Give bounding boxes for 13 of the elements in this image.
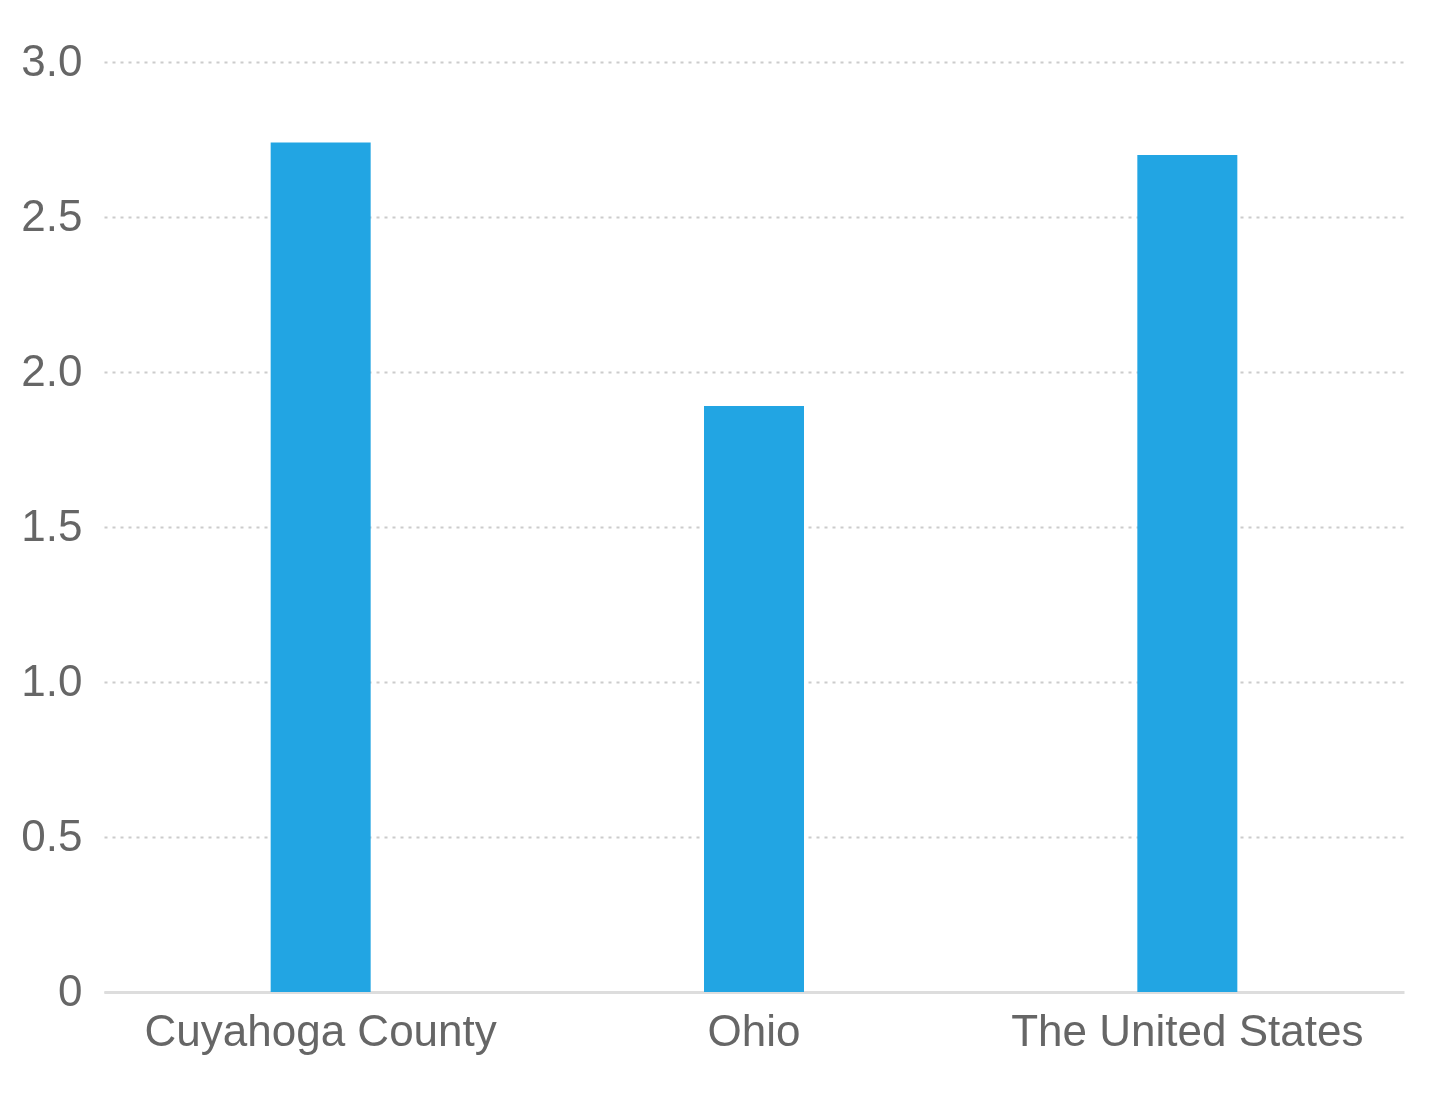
bar — [270, 142, 371, 992]
bar — [704, 406, 804, 992]
y-tick-label: 2.5 — [21, 190, 83, 240]
x-tick-label: Cuyahoga County — [144, 1005, 497, 1055]
bar — [1137, 155, 1238, 992]
x-tick-label: The United States — [1011, 1005, 1364, 1055]
y-tick-label: 1.5 — [21, 500, 83, 550]
y-tick-label: 0 — [58, 965, 83, 1015]
x-tick-label: Ohio — [707, 1005, 801, 1055]
y-tick-label: 0.5 — [21, 810, 83, 860]
y-tick-label: 2.0 — [21, 345, 83, 395]
y-tick-label: 3.0 — [21, 35, 83, 85]
y-tick-label: 1.0 — [21, 655, 83, 705]
